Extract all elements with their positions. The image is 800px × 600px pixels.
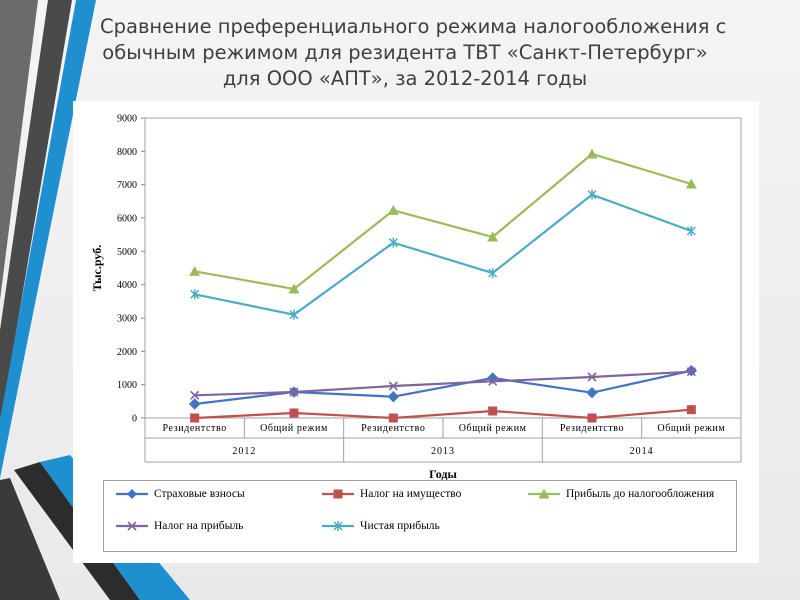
title-line-1: Сравнение преференциального режима налог…: [100, 15, 727, 38]
legend-swatch: [528, 488, 560, 499]
data-point: [387, 204, 399, 215]
series-line-1: [194, 408, 692, 420]
data-point: [488, 406, 498, 416]
data-point: [586, 148, 598, 159]
legend-label: Чистая прибыль: [360, 520, 440, 532]
data-point: [289, 387, 299, 397]
legend-item: Чистая прибыль: [322, 519, 440, 533]
data-point: [488, 268, 498, 278]
data-point: [288, 283, 300, 294]
data-point: [388, 381, 398, 391]
legend-label: Налог на прибыль: [154, 520, 244, 532]
x-tick-label: Резидентство: [361, 423, 425, 434]
y-tick-label: 6000: [117, 214, 137, 225]
legend-swatch: [322, 521, 354, 531]
x-tick-label: Резидентство: [560, 423, 624, 434]
series-line-4: [194, 193, 692, 316]
x-tick-label: Общий режим: [260, 423, 328, 434]
data-point: [685, 178, 697, 189]
y-tick-label: 9000: [117, 114, 137, 125]
data-point: [586, 386, 598, 399]
data-point: [289, 309, 299, 320]
y-tick-label: 2000: [117, 347, 137, 358]
y-tick-label: 7000: [117, 180, 137, 191]
legend-swatch: [322, 489, 354, 499]
data-point: [587, 189, 597, 200]
y-tick-label: 8000: [117, 147, 137, 158]
title-line-2: обычным режимом для резидента ТВТ «Санкт…: [102, 41, 708, 64]
legend-marker: [538, 488, 550, 499]
data-point: [686, 226, 696, 236]
line-chart: 0 1000 2000 3000 4000 5000 6000 7000 8000 9000 Рез…: [90, 114, 742, 481]
data-point: [587, 413, 597, 423]
legend-item: Налог на прибыль: [116, 519, 243, 533]
legend-label: Страховые взносы: [154, 488, 245, 500]
legend-swatch: [116, 521, 148, 531]
data-point: [487, 231, 499, 242]
legend-label: Прибыль до налогообложения: [566, 488, 715, 500]
y-tick-label: 4000: [117, 280, 137, 291]
data-point: [587, 372, 597, 382]
data-point: [190, 413, 200, 423]
y-tick-label: 0: [132, 414, 137, 425]
chart-panel: 0 1000 2000 3000 4000 5000 6000 7000 8000 9000 Рез…: [73, 101, 759, 563]
legend-marker: [127, 489, 137, 499]
y-tick-label: 1000: [117, 380, 137, 391]
x-tick-label: Резидентство: [163, 423, 227, 434]
data-point: [488, 376, 498, 386]
data-point: [686, 367, 696, 377]
legend-marker: [333, 489, 343, 499]
data-point: [686, 405, 696, 415]
legend-marker: [127, 521, 137, 531]
data-point: [289, 408, 299, 418]
legend-item: Прибыль до налогообложения: [528, 487, 714, 501]
series-line-2: [194, 152, 692, 291]
legend-swatch: [116, 489, 148, 499]
legend-marker: [333, 521, 343, 531]
data-point: [188, 398, 201, 410]
series-line-3: [194, 370, 692, 397]
y-tick-label: 5000: [117, 247, 137, 258]
data-point: [189, 265, 201, 276]
title-line-3: для ООО «АПТ», за 2012-2014 годы: [222, 67, 588, 90]
data-point: [388, 413, 398, 423]
x-tick-label: Общий режим: [459, 423, 527, 434]
data-point: [387, 390, 400, 403]
x-group-label: 2013: [431, 446, 455, 457]
x-tick-label: Общий режим: [657, 423, 725, 434]
x-group-label: 2014: [630, 446, 654, 457]
legend-item: Налог на имущество: [322, 487, 461, 501]
legend-label: Налог на имущество: [360, 488, 462, 500]
x-group-label: 2012: [232, 446, 256, 457]
slide-title: Сравнение преференциального режима налог…: [100, 14, 727, 92]
y-axis-title: Тыс.руб.: [90, 245, 104, 291]
data-point: [190, 289, 200, 300]
legend-item: Страховые взносы: [116, 487, 245, 501]
data-point: [190, 390, 200, 400]
chart-legend: Страховые взносы Налог на имущество Прибыл…: [103, 480, 737, 552]
series-line-0: [194, 369, 692, 406]
x-axis-title: Годы: [429, 467, 457, 481]
y-tick-label: 3000: [117, 314, 137, 325]
data-point: [388, 237, 398, 248]
